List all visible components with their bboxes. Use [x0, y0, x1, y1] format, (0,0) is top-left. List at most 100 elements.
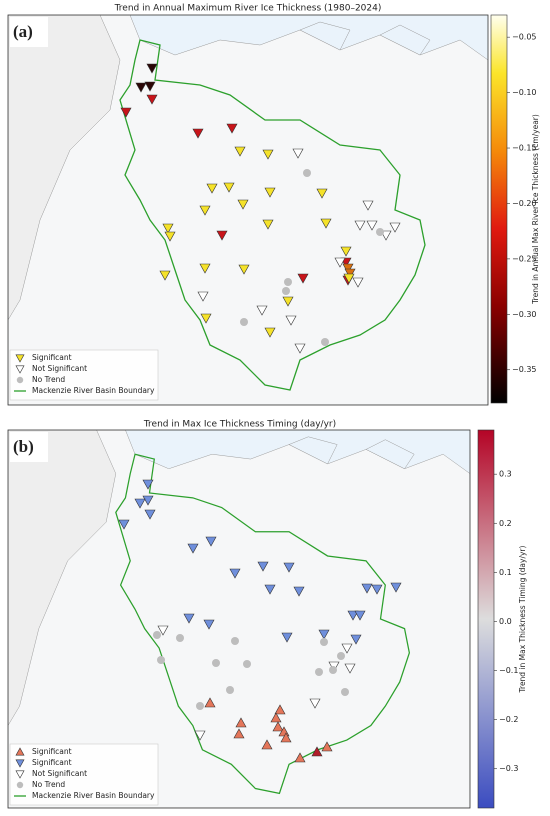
colorbar — [477, 429, 495, 809]
legend-label: Mackenzie River Basin Boundary — [32, 386, 155, 395]
station-marker — [389, 222, 401, 233]
station-marker — [320, 638, 328, 646]
station-marker — [199, 205, 211, 216]
station-marker — [134, 498, 146, 509]
station-marker — [212, 659, 220, 667]
station-marker — [270, 712, 282, 723]
legend-label: No Trend — [32, 780, 65, 789]
station-marker — [235, 717, 247, 728]
station-marker — [281, 632, 293, 643]
station-marker — [354, 610, 366, 621]
panel-title: Trend in Max Ice Thickness Timing (day/y… — [143, 420, 336, 430]
station-marker — [283, 562, 295, 573]
station-marker — [311, 746, 323, 757]
colorbar — [490, 14, 508, 404]
colorbar-label: Trend in Max Thickness Timing (day/yr) — [518, 545, 527, 693]
station-marker — [237, 199, 249, 210]
station-marker — [261, 739, 273, 750]
station-marker — [282, 287, 290, 295]
colorbar-tick-label: −0.35 — [512, 365, 537, 374]
station-marker — [15, 770, 25, 779]
map-frame — [7, 429, 471, 809]
station-marker — [16, 781, 24, 789]
station-marker — [15, 354, 25, 363]
station-marker — [144, 509, 156, 520]
station-marker — [196, 702, 204, 710]
station-marker — [157, 625, 169, 636]
legend-label: Not Significant — [32, 769, 87, 778]
station-marker — [347, 610, 359, 621]
station-marker — [159, 270, 171, 281]
station-marker — [321, 338, 329, 346]
station-marker — [118, 519, 130, 530]
station-marker — [205, 536, 217, 547]
station-marker — [142, 479, 154, 490]
station-marker — [309, 698, 321, 709]
station-marker — [264, 584, 276, 595]
station-marker — [223, 182, 235, 193]
colorbar-tick-label: 0.0 — [499, 617, 512, 626]
legend-label: No Trend — [32, 375, 65, 384]
panel-title: Trend in Annual Maximum River Ice Thickn… — [114, 4, 382, 14]
station-marker — [352, 277, 364, 288]
station-marker — [164, 231, 176, 242]
station-marker — [340, 246, 352, 257]
station-marker — [234, 146, 246, 157]
station-marker — [342, 263, 354, 274]
station-marker — [282, 296, 294, 307]
station-marker — [316, 188, 328, 199]
station-marker — [285, 315, 297, 326]
station-marker — [366, 220, 378, 231]
panel-label-box — [10, 432, 48, 462]
station-marker — [146, 94, 158, 105]
station-marker — [264, 187, 276, 198]
station-marker — [206, 183, 218, 194]
station-marker — [144, 81, 156, 92]
colorbar-tick-label: −0.10 — [512, 88, 537, 97]
legend-box — [9, 743, 159, 806]
station-marker — [337, 652, 345, 660]
station-marker — [354, 220, 366, 231]
station-marker — [257, 561, 269, 572]
legend-label: Significant — [32, 747, 72, 756]
colorbar-tick-label: 0.1 — [499, 568, 512, 577]
station-marker — [344, 268, 356, 279]
station-marker — [256, 305, 268, 316]
station-marker — [320, 218, 332, 229]
colorbar-tick-label: −0.30 — [512, 310, 537, 319]
legend-label: Significant — [32, 758, 72, 767]
station-marker — [162, 223, 174, 234]
station-marker — [238, 264, 250, 275]
station-marker — [350, 634, 362, 645]
station-marker — [274, 704, 286, 715]
station-marker — [329, 666, 337, 674]
station-marker — [231, 637, 239, 645]
station-marker — [197, 291, 209, 302]
station-marker — [243, 660, 251, 668]
colorbar-tick-label: −0.1 — [499, 666, 518, 675]
station-marker — [321, 741, 333, 752]
station-marker — [233, 728, 245, 739]
station-marker — [15, 365, 25, 374]
station-marker — [284, 278, 292, 286]
station-marker — [262, 219, 274, 230]
station-marker — [297, 273, 309, 284]
station-marker — [15, 747, 25, 756]
map — [8, 430, 470, 808]
station-marker — [362, 200, 374, 211]
legend-box — [9, 349, 159, 401]
station-marker — [376, 228, 384, 236]
station-marker — [199, 263, 211, 274]
station-marker — [226, 686, 234, 694]
legend-label: Mackenzie River Basin Boundary — [32, 791, 155, 800]
colorbar-tick-label: −0.05 — [512, 33, 537, 42]
station-marker — [280, 732, 292, 743]
colorbar-tick-label: −0.25 — [512, 254, 537, 263]
station-marker — [293, 586, 305, 597]
colorbar-tick-label: −0.3 — [499, 764, 518, 773]
map-frame — [7, 14, 489, 406]
station-marker — [142, 495, 154, 506]
station-marker — [344, 663, 356, 674]
station-marker — [294, 343, 306, 354]
